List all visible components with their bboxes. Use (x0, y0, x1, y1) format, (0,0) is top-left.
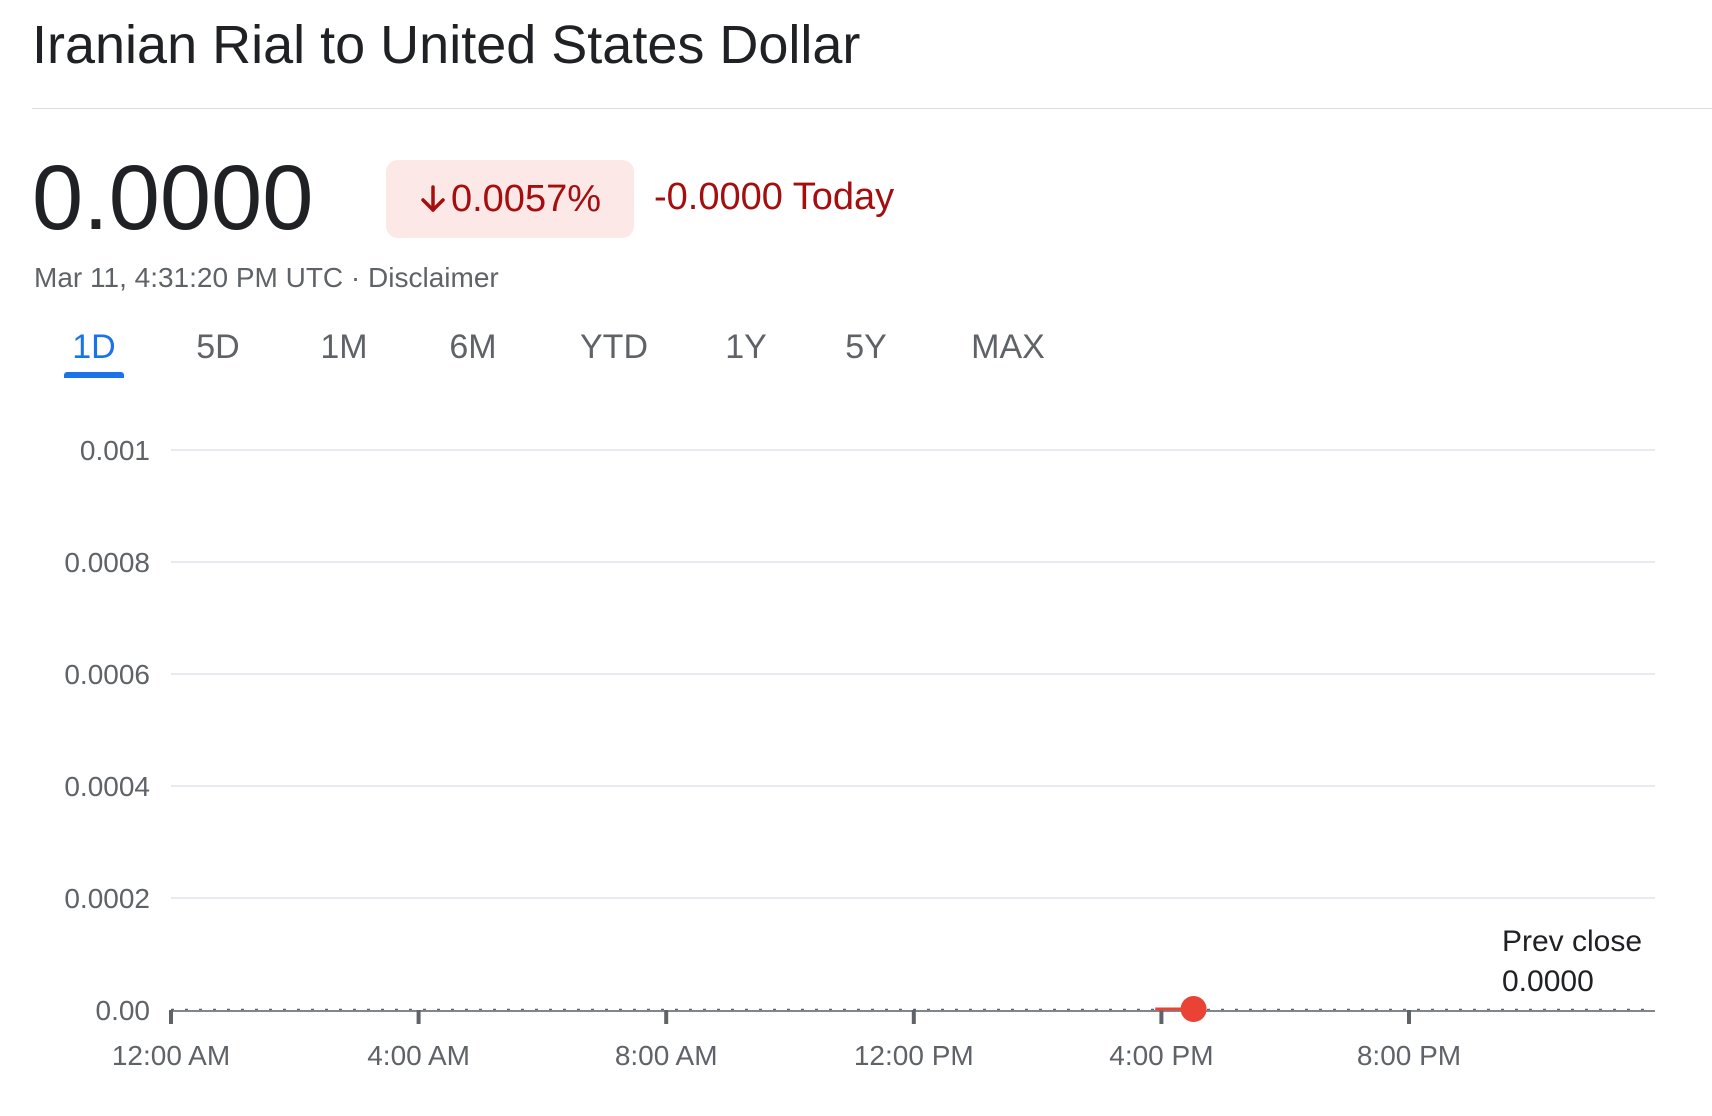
arrow-down-icon (419, 184, 447, 214)
separator: · (343, 262, 369, 293)
change-today: -0.0000 Today (654, 176, 895, 218)
x-tick-label: 8:00 AM (615, 1040, 718, 1071)
change-percent-badge: 0.0057% (386, 160, 634, 238)
active-tab-indicator (64, 372, 124, 378)
page-title: Iranian Rial to United States Dollar (32, 15, 861, 75)
header-divider (32, 108, 1712, 109)
tab-1y[interactable]: 1Y (725, 328, 767, 366)
x-tick-label: 4:00 AM (367, 1040, 470, 1071)
range-tabs: 1D 5D 1M 6M YTD 1Y 5Y MAX (0, 328, 1712, 388)
x-tick-label: 8:00 PM (1357, 1040, 1461, 1071)
y-tick-label: 0.0002 (64, 883, 150, 914)
price-chart[interactable]: 0.00 0.0002 0.0004 0.0006 0.0008 0.001 12:00 A… (0, 400, 1712, 1116)
tab-max[interactable]: MAX (971, 328, 1045, 366)
timestamp-line: Mar 11, 4:31:20 PM UTC · Disclaimer (34, 262, 499, 294)
tab-ytd[interactable]: YTD (580, 328, 648, 366)
y-tick-label: 0.0008 (64, 547, 150, 578)
prev-close-value: 0.0000 (1502, 965, 1594, 998)
prev-close-annotation: Prev close 0.0000 (1502, 922, 1642, 1002)
tab-5y[interactable]: 5Y (845, 328, 887, 366)
tab-1m[interactable]: 1M (320, 328, 368, 366)
x-tick-label: 12:00 AM (112, 1040, 230, 1071)
y-tick-label: 0.001 (80, 435, 150, 466)
y-tick-label: 0.0004 (64, 771, 150, 802)
x-tick-label: 12:00 PM (854, 1040, 974, 1071)
tab-5d[interactable]: 5D (196, 328, 240, 366)
y-tick-label: 0.0006 (64, 659, 150, 690)
prev-close-label: Prev close (1502, 925, 1643, 958)
change-percent-text: 0.0057% (450, 177, 601, 220)
timestamp: Mar 11, 4:31:20 PM UTC (34, 262, 344, 293)
y-tick-label: 0.00 (96, 995, 151, 1026)
current-price: 0.0000 (32, 147, 314, 249)
disclaimer-link[interactable]: Disclaimer (368, 262, 499, 293)
current-price-dot (1180, 996, 1207, 1022)
x-tick-label: 4:00 PM (1109, 1040, 1213, 1071)
tab-1d[interactable]: 1D (72, 328, 116, 366)
tab-6m[interactable]: 6M (449, 328, 497, 366)
